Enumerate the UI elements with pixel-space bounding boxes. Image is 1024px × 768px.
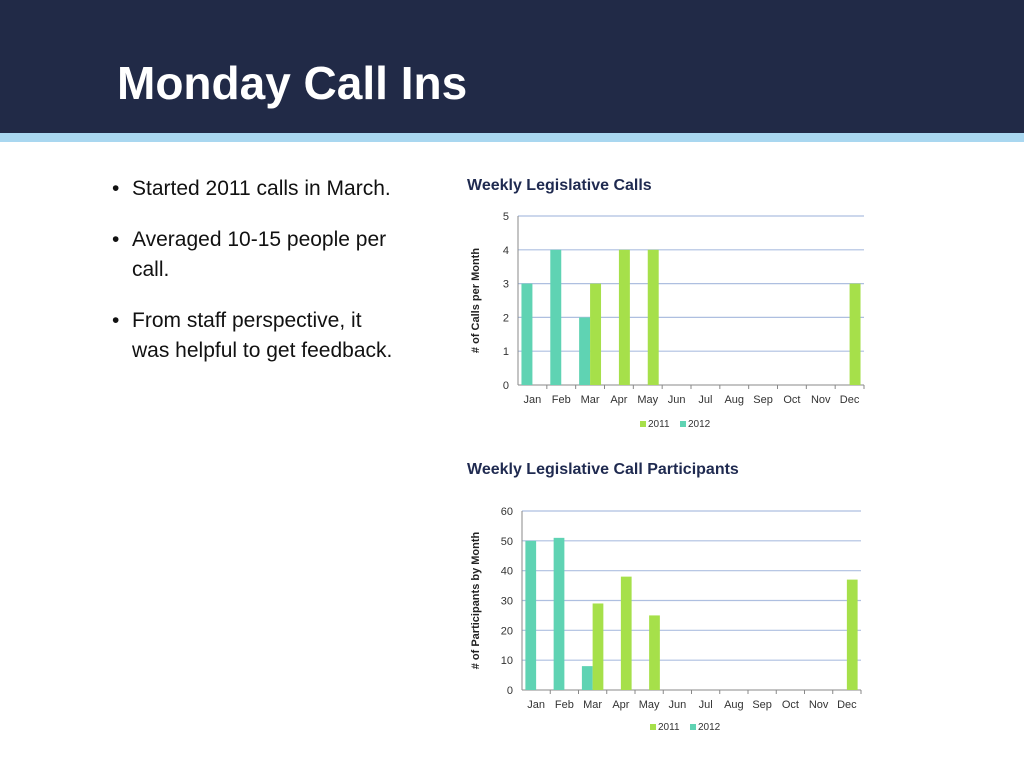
chart-title-participants: Weekly Legislative Call Participants: [467, 461, 739, 478]
x-tick-label: Nov: [809, 699, 829, 711]
bar-2012-feb: [553, 537, 565, 690]
legend-swatch-2012: [690, 724, 696, 730]
bar-2012-feb: [550, 249, 562, 385]
x-tick-label: Mar: [581, 394, 600, 406]
legend-swatch-2011: [650, 724, 656, 730]
x-tick-label: May: [639, 699, 660, 711]
y-tick-label: 50: [501, 536, 513, 548]
y-tick-label: 5: [503, 211, 509, 223]
x-tick-label: Nov: [811, 394, 831, 406]
y-tick-label: 20: [501, 625, 513, 637]
legend-label-2011: 2011: [648, 419, 670, 430]
legend-swatch-2011: [640, 421, 646, 427]
bar-2011-dec: [846, 579, 858, 690]
legend-label-2012: 2012: [688, 419, 711, 430]
x-tick-label: Apr: [610, 394, 627, 406]
title-bar: [0, 0, 1024, 133]
y-tick-label: 40: [501, 566, 513, 578]
x-tick-label: Jul: [698, 394, 712, 406]
bar-2012-mar: [581, 666, 593, 690]
x-tick-label: Feb: [552, 394, 571, 406]
title-bar-accent-stripe: [0, 133, 1024, 142]
legend-label-2012: 2012: [698, 722, 721, 733]
y-tick-label: 30: [501, 596, 513, 608]
x-tick-label: Apr: [612, 699, 629, 711]
x-tick-label: Dec: [840, 394, 860, 406]
x-tick-label: Mar: [583, 699, 602, 711]
y-tick-label: 3: [503, 279, 509, 291]
bar-2012-mar: [579, 317, 591, 385]
bar-2011-may: [649, 615, 660, 690]
x-tick-label: Jan: [527, 699, 545, 711]
x-tick-label: Aug: [724, 699, 744, 711]
bar-2011-may: [647, 249, 659, 385]
x-tick-label: Feb: [555, 699, 574, 711]
x-tick-label: Sep: [752, 699, 772, 711]
slide-title: Monday Call Ins: [117, 57, 468, 109]
bar-2011-apr: [618, 249, 630, 385]
y-axis-label: # of Calls per Month: [470, 248, 482, 353]
x-tick-label: Jan: [524, 394, 542, 406]
bullet-item: Started 2011 calls in March.: [112, 174, 402, 204]
x-tick-label: Aug: [724, 394, 744, 406]
bullet-list: Started 2011 calls in March. Averaged 10…: [112, 174, 402, 387]
y-tick-label: 1: [503, 346, 509, 358]
bullet-item: Averaged 10-15 people per call.: [112, 225, 402, 285]
x-tick-label: May: [637, 394, 658, 406]
y-tick-label: 0: [503, 380, 509, 392]
x-tick-label: Jun: [668, 394, 686, 406]
chart-title-calls: Weekly Legislative Calls: [467, 177, 652, 194]
bar-2011-mar: [592, 603, 604, 690]
x-tick-label: Sep: [753, 394, 773, 406]
bar-2011-dec: [849, 283, 861, 385]
y-axis-label: # of Participants by Month: [470, 531, 482, 669]
y-tick-label: 10: [501, 655, 513, 667]
x-tick-label: Oct: [782, 699, 799, 711]
bar-2011-apr: [620, 576, 632, 690]
x-tick-label: Dec: [837, 699, 857, 711]
y-tick-label: 2: [503, 312, 509, 324]
bar-2012-jan: [525, 540, 537, 690]
y-tick-label: 4: [503, 245, 509, 257]
legend-swatch-2012: [680, 421, 686, 427]
y-tick-label: 0: [507, 685, 513, 697]
bar-2012-jan: [521, 283, 533, 385]
y-tick-label: 60: [501, 506, 513, 518]
x-tick-label: Jun: [669, 699, 687, 711]
x-tick-label: Oct: [783, 394, 800, 406]
bar-2011-mar: [590, 283, 602, 385]
x-tick-label: Jul: [699, 699, 713, 711]
bullet-item: From staff perspective, it was helpful t…: [112, 306, 402, 366]
legend-label-2011: 2011: [658, 722, 680, 733]
